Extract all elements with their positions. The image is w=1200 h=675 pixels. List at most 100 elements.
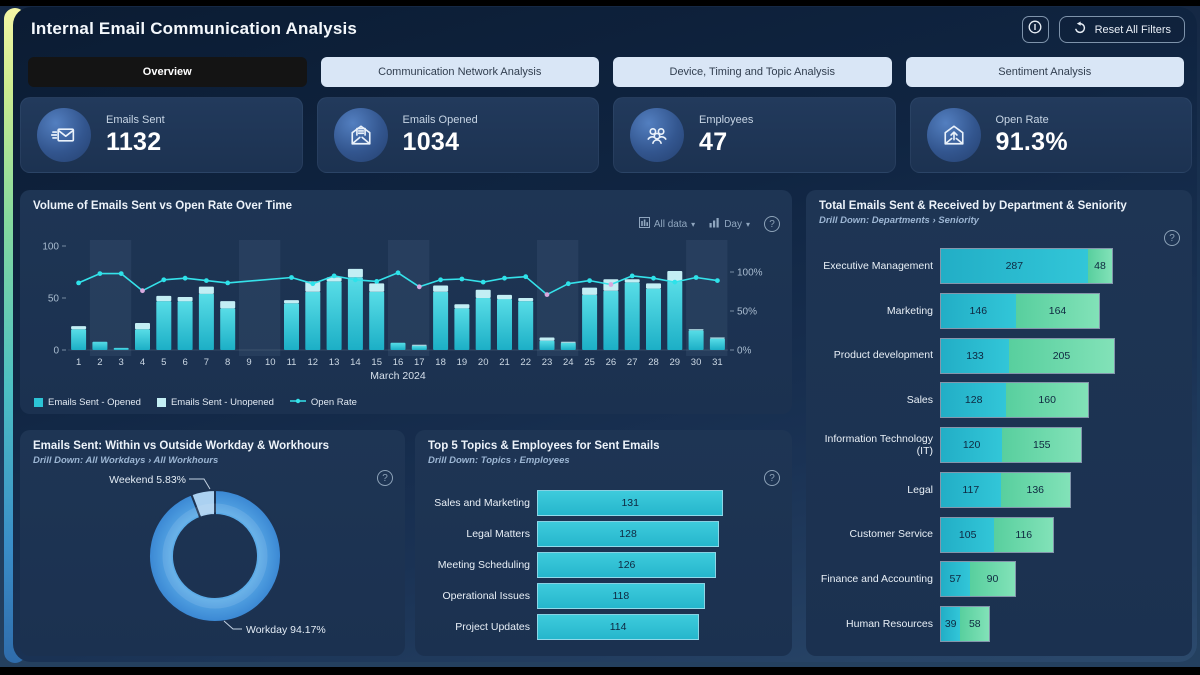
open-rate-dot-day-14[interactable] [353, 277, 358, 283]
dept-sent-segment[interactable]: 39 [941, 607, 961, 641]
open-rate-dot-day-28[interactable] [651, 275, 656, 281]
bar-unopened-day-1[interactable] [71, 326, 87, 330]
bar-unopened-day-18[interactable] [433, 285, 449, 292]
granularity-selector[interactable]: Day [709, 217, 750, 231]
bar-opened-day-12[interactable] [305, 291, 321, 350]
open-rate-dot-day-26[interactable] [608, 282, 614, 287]
open-rate-dot-day-16[interactable] [395, 270, 401, 276]
bar-opened-day-2[interactable] [92, 341, 108, 350]
donut-slice-workday[interactable] [148, 489, 282, 623]
help-icon[interactable] [1164, 230, 1180, 246]
bar-unopened-day-5[interactable] [156, 295, 172, 302]
bar-unopened-day-20[interactable] [475, 289, 491, 298]
bar-opened-day-30[interactable] [688, 330, 704, 350]
open-rate-dot-day-11[interactable] [289, 275, 294, 280]
bar-unopened-day-25[interactable] [582, 287, 598, 295]
open-rate-dot-day-17[interactable] [416, 284, 422, 290]
reset-filters-button[interactable]: Reset All Filters [1058, 16, 1185, 43]
dept-stacked-bar[interactable]: 287 48 [940, 248, 1114, 284]
bar-opened-day-21[interactable] [497, 299, 512, 350]
dept-stacked-bar[interactable]: 133 205 [940, 337, 1115, 374]
help-icon[interactable] [764, 216, 780, 232]
all-data-selector[interactable]: All data [638, 217, 695, 231]
open-rate-dot-day-6[interactable] [182, 275, 188, 281]
open-rate-dot-day-15[interactable] [374, 279, 380, 284]
dept-stacked-bar[interactable]: 128 160 [940, 382, 1089, 419]
bar-opened-day-14[interactable] [347, 277, 363, 350]
bar-opened-day-26[interactable] [603, 290, 619, 350]
open-rate-dot-day-20[interactable] [480, 279, 486, 285]
bar-unopened-day-4[interactable] [135, 323, 150, 330]
bar-unopened-day-15[interactable] [369, 283, 385, 292]
dept-stacked-bar[interactable]: 146 164 [940, 292, 1101, 329]
bar-opened-day-3[interactable] [113, 347, 129, 350]
topic-bar[interactable]: 131 [537, 490, 724, 516]
dept-received-segment[interactable]: 160 [1006, 383, 1088, 418]
bar-opened-day-19[interactable] [454, 308, 470, 350]
bar-opened-day-31[interactable] [709, 338, 725, 350]
open-rate-dot-day-27[interactable] [629, 273, 635, 279]
bar-opened-day-6[interactable] [177, 301, 193, 350]
dept-received-segment[interactable]: 164 [1015, 293, 1100, 328]
bar-opened-day-25[interactable] [582, 294, 598, 350]
dept-received-segment[interactable]: 136 [1000, 472, 1070, 507]
bar-opened-day-4[interactable] [135, 329, 150, 350]
bar-unopened-day-27[interactable] [624, 279, 640, 283]
bar-unopened-day-23[interactable] [539, 337, 555, 341]
bar-opened-day-28[interactable] [646, 288, 661, 350]
dept-stacked-bar[interactable]: 105 116 [940, 516, 1055, 553]
bar-opened-day-5[interactable] [156, 301, 172, 350]
dept-received-segment[interactable]: 48 [1087, 249, 1113, 283]
open-rate-dot-day-12[interactable] [310, 281, 316, 287]
open-rate-dot-day-18[interactable] [438, 277, 443, 283]
bar-opened-day-22[interactable] [518, 301, 534, 350]
open-rate-dot-day-30[interactable] [693, 275, 699, 280]
help-icon[interactable] [377, 470, 393, 486]
open-rate-dot-day-29[interactable] [672, 279, 678, 285]
open-rate-dot-day-24[interactable] [565, 281, 571, 287]
dept-sent-segment[interactable]: 146 [941, 293, 1016, 328]
dept-sent-segment[interactable]: 57 [941, 562, 970, 597]
open-rate-dot-day-31[interactable] [715, 278, 720, 283]
open-rate-dot-day-1[interactable] [76, 280, 81, 286]
topic-bar[interactable]: 114 [537, 614, 700, 640]
bar-unopened-day-13[interactable] [326, 277, 342, 282]
dept-stacked-bar[interactable]: 57 90 [940, 561, 1017, 598]
bar-opened-day-23[interactable] [539, 340, 555, 350]
bar-unopened-day-11[interactable] [284, 300, 299, 304]
bar-unopened-day-14[interactable] [347, 268, 363, 278]
bar-unopened-day-21[interactable] [497, 294, 512, 300]
dept-stacked-bar[interactable]: 117 136 [940, 471, 1071, 508]
bar-unopened-day-19[interactable] [454, 304, 470, 309]
dept-received-segment[interactable]: 58 [960, 607, 990, 641]
bar-unopened-day-12[interactable] [305, 281, 321, 292]
bar-opened-day-7[interactable] [198, 293, 214, 350]
bar-unopened-day-29[interactable] [667, 271, 683, 282]
dept-stacked-bar[interactable]: 120 155 [940, 427, 1083, 463]
dept-sent-segment[interactable]: 133 [941, 338, 1010, 373]
bar-opened-day-24[interactable] [560, 342, 576, 350]
dept-sent-segment[interactable]: 105 [941, 517, 995, 552]
tab-communication-network-analysis[interactable]: Communication Network Analysis [320, 57, 599, 87]
bar-opened-day-11[interactable] [284, 303, 299, 350]
dept-received-segment[interactable]: 116 [994, 517, 1054, 552]
topic-bar[interactable]: 118 [537, 583, 705, 609]
open-rate-dot-day-8[interactable] [225, 280, 231, 286]
dept-sent-segment[interactable]: 287 [941, 249, 1088, 283]
open-rate-dot-day-22[interactable] [523, 274, 529, 280]
donut-slice-weekend[interactable] [190, 489, 216, 519]
dept-sent-segment[interactable]: 128 [941, 383, 1007, 418]
dept-sent-segment[interactable]: 117 [941, 472, 1001, 507]
tab-sentiment-analysis[interactable]: Sentiment Analysis [905, 57, 1184, 87]
bar-opened-day-20[interactable] [475, 298, 491, 350]
bar-opened-day-27[interactable] [624, 282, 640, 350]
bar-unopened-day-30[interactable] [688, 329, 704, 331]
topic-bar[interactable]: 126 [537, 552, 717, 578]
info-button[interactable] [1021, 16, 1049, 43]
bar-unopened-day-6[interactable] [177, 297, 193, 302]
bar-opened-day-17[interactable] [411, 345, 427, 350]
bar-unopened-day-8[interactable] [220, 301, 236, 309]
bar-opened-day-1[interactable] [71, 329, 87, 350]
bar-opened-day-13[interactable] [326, 281, 342, 350]
open-rate-dot-day-4[interactable] [140, 288, 145, 294]
